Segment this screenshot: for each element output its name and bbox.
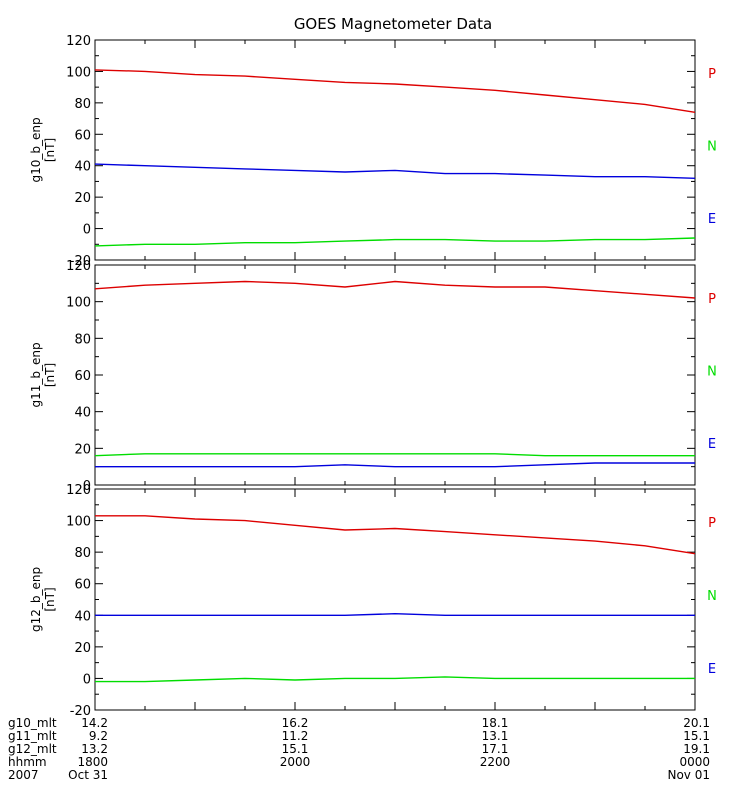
y-tick-label: 100: [66, 65, 91, 80]
x-tick-label: 19.1: [683, 742, 710, 756]
y-tick-label: 40: [74, 160, 91, 175]
series-label-n: N: [707, 589, 717, 604]
y-tick-label: 120: [66, 259, 91, 274]
x-tick-label: 16.2: [282, 716, 309, 730]
y-tick-label: -20: [70, 704, 91, 719]
series-line-e: [95, 462, 695, 468]
series-line-e: [95, 163, 695, 179]
y-axis-unit: [nT]: [43, 363, 57, 387]
x-row-name: g11_mlt: [8, 729, 57, 743]
x-tick-label: 17.1: [482, 742, 509, 756]
y-tick-label: 100: [66, 515, 91, 530]
x-tick-label: 9.2: [89, 729, 108, 743]
series-line-p: [95, 69, 695, 113]
y-tick-label: 100: [66, 296, 91, 311]
x-tick-label: 1800: [77, 755, 108, 769]
x-row-name: 2007: [8, 768, 39, 782]
panel-frame: [94, 488, 696, 711]
y-tick-label: 0: [83, 223, 91, 238]
series-line-p: [95, 515, 695, 555]
x-tick-label: 0000: [679, 755, 710, 769]
y-axis-label: g12_b_enp: [29, 567, 43, 632]
series-label-n: N: [707, 140, 717, 155]
x-tick-label: 11.2: [282, 729, 309, 743]
panel-frame: [94, 264, 696, 486]
series-line-n: [95, 676, 695, 683]
panel-2: 120 100 80 60 40 20 0 g11_b_enp [nT] P N E: [29, 259, 717, 494]
y-tick-label: 60: [74, 578, 91, 593]
y-tick-label: 40: [74, 609, 91, 624]
panel-1: 120 100 80 60 40 20 0 -20 g10_b_enp [nT] P N E: [29, 34, 717, 269]
y-tick-label: 80: [74, 97, 91, 112]
y-tick-label: 20: [74, 641, 91, 656]
series-label-e: E: [708, 662, 716, 677]
x-tick-label: 20.1: [683, 716, 710, 730]
series-label-p: P: [708, 67, 716, 82]
x-tick-label: Nov 01: [667, 768, 710, 782]
series-label-e: E: [708, 212, 716, 227]
x-tick-label: 2000: [280, 755, 311, 769]
y-tick-label: 120: [66, 34, 91, 49]
y-axis-label: g11_b_enp: [29, 342, 43, 407]
series-label-e: E: [708, 437, 716, 452]
series-line-n: [95, 237, 695, 247]
x-row-name: g12_mlt: [8, 742, 57, 756]
panel-frame: [94, 39, 696, 261]
x-tick-label: 18.1: [482, 716, 509, 730]
y-tick-label: 0: [83, 672, 91, 687]
y-axis-unit: [nT]: [43, 587, 57, 611]
y-tick-label: 80: [74, 332, 91, 347]
y-tick-label: 60: [74, 369, 91, 384]
x-tick-label: 13.1: [482, 729, 509, 743]
x-tick-label: Oct 31: [68, 768, 108, 782]
y-tick-label: 40: [74, 406, 91, 421]
y-tick-label: 80: [74, 546, 91, 561]
series-label-n: N: [707, 365, 717, 380]
x-tick-label: 15.1: [683, 729, 710, 743]
y-tick-label: 20: [74, 442, 91, 457]
x-row-name: hhmm: [8, 755, 47, 769]
y-tick-label: 60: [74, 128, 91, 143]
x-row-name: g10_mlt: [8, 716, 57, 730]
x-tick-label: 2200: [480, 755, 511, 769]
series-line-n: [95, 453, 695, 457]
y-axis-label: g10_b_enp: [29, 117, 43, 182]
series-label-p: P: [708, 516, 716, 531]
series-label-p: P: [708, 292, 716, 307]
y-axis-unit: [nT]: [43, 138, 57, 162]
panel-3: 120 100 80 60 40 20 0 -20 g12_b_enp [nT] P N E: [29, 483, 717, 719]
chart-title: GOES Magnetometer Data: [294, 15, 492, 33]
series-line-p: [95, 280, 695, 299]
y-tick-label: 0: [83, 479, 91, 494]
x-tick-label: 15.1: [282, 742, 309, 756]
x-tick-label: 14.2: [81, 716, 108, 730]
x-axis-label-rows: g10_mlt 14.2 16.2 18.1 20.1 g11_mlt 9.2 11.2 13.…: [8, 716, 710, 782]
y-tick-label: -20: [70, 254, 91, 269]
y-tick-label: 120: [66, 483, 91, 498]
y-tick-label: 20: [74, 191, 91, 206]
series-line-e: [95, 612, 695, 616]
x-tick-label: 13.2: [81, 742, 108, 756]
